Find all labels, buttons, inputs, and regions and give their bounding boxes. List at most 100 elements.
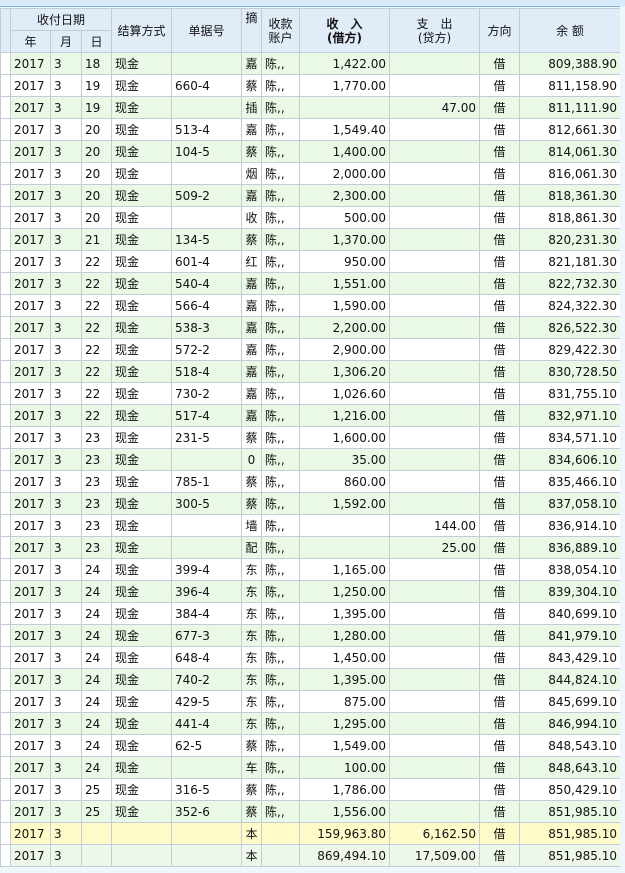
header-settlement[interactable]: 结算方式	[111, 8, 172, 53]
cell-expense[interactable]	[389, 338, 480, 361]
cell-balance[interactable]: 850,429.10	[519, 778, 621, 801]
table-row[interactable]: 2017 3 20 现金 收陈,, 500.00 借 818,861.30	[0, 206, 621, 229]
cell-balance[interactable]: 846,994.10	[519, 712, 621, 735]
cell-summary[interactable]: 蔡	[241, 470, 262, 493]
table-row[interactable]: 2017 3 23 现金 300-5 蔡陈,, 1,592.00 借 837,058.10	[0, 492, 621, 515]
cell-settlement[interactable]: 现金	[111, 162, 172, 185]
table-row[interactable]: 2017 3 24 现金 677-3 东陈,, 1,280.00 借 841,979.10	[0, 624, 621, 647]
cell-direction[interactable]: 借	[479, 646, 520, 669]
cell-expense[interactable]	[389, 734, 480, 757]
cell-income[interactable]: 1,295.00	[299, 712, 390, 735]
cell-day[interactable]: 19	[81, 74, 112, 97]
cell-doc-no[interactable]: 384-4	[171, 602, 242, 625]
table-row[interactable]: 2017 3 20 现金 104-5 蔡陈,, 1,400.00 借 814,061.30	[0, 140, 621, 163]
cell-balance[interactable]: 851,985.10	[519, 800, 621, 823]
row-selector[interactable]	[0, 734, 11, 757]
cell-doc-no[interactable]: 316-5	[171, 778, 242, 801]
cell-expense[interactable]: 25.00	[389, 536, 480, 559]
cell-income[interactable]	[299, 536, 390, 559]
cell-summary[interactable]: 嘉	[241, 184, 262, 207]
cell-balance[interactable]: 838,054.10	[519, 558, 621, 581]
cell-account[interactable]: 陈,,	[261, 448, 300, 471]
cell-year[interactable]: 2017	[10, 96, 51, 119]
cell-year[interactable]: 2017	[10, 580, 51, 603]
cell-year[interactable]: 2017	[10, 492, 51, 515]
cell-settlement[interactable]: 现金	[111, 668, 172, 691]
cell-day[interactable]: 19	[81, 96, 112, 119]
table-row[interactable]: 2017 3 23 现金 785-1 蔡陈,, 860.00 借 835,466.10	[0, 470, 621, 493]
cell-direction[interactable]: 借	[479, 690, 520, 713]
cell-doc-no[interactable]	[171, 514, 242, 537]
cell-summary[interactable]: 蔡	[241, 140, 262, 163]
cell-settlement[interactable]: 现金	[111, 558, 172, 581]
cell-direction[interactable]: 借	[479, 448, 520, 471]
cell-year[interactable]: 2017	[10, 74, 51, 97]
cell-day[interactable]	[81, 844, 112, 867]
cell-settlement[interactable]: 现金	[111, 426, 172, 449]
header-year[interactable]: 年	[10, 30, 51, 53]
cell-doc-no[interactable]: 540-4	[171, 272, 242, 295]
cell-direction[interactable]: 借	[479, 558, 520, 581]
cell-day[interactable]: 23	[81, 426, 112, 449]
cell-direction[interactable]: 借	[479, 492, 520, 515]
cell-year[interactable]: 2017	[10, 624, 51, 647]
cell-expense[interactable]	[389, 778, 480, 801]
cell-expense[interactable]	[389, 800, 480, 823]
cell-balance[interactable]: 848,543.10	[519, 734, 621, 757]
cell-summary[interactable]: 嘉	[241, 338, 262, 361]
cell-settlement[interactable]: 现金	[111, 602, 172, 625]
cell-income[interactable]: 1,592.00	[299, 492, 390, 515]
cell-month[interactable]: 3	[50, 470, 82, 493]
cell-doc-no[interactable]: 396-4	[171, 580, 242, 603]
cell-settlement[interactable]: 现金	[111, 184, 172, 207]
row-selector[interactable]	[0, 778, 11, 801]
cell-expense[interactable]: 17,509.00	[389, 844, 480, 867]
cell-month[interactable]: 3	[50, 360, 82, 383]
header-direction[interactable]: 方向	[479, 8, 520, 53]
cell-account[interactable]: 陈,,	[261, 580, 300, 603]
cell-direction[interactable]: 借	[479, 184, 520, 207]
cell-day[interactable]	[81, 822, 112, 845]
cell-account[interactable]: 陈,,	[261, 294, 300, 317]
cell-year[interactable]: 2017	[10, 822, 51, 845]
cell-month[interactable]: 3	[50, 646, 82, 669]
cell-doc-no[interactable]: 352-6	[171, 800, 242, 823]
cell-income[interactable]: 869,494.10	[299, 844, 390, 867]
cell-balance[interactable]: 837,058.10	[519, 492, 621, 515]
cell-account[interactable]: 陈,,	[261, 558, 300, 581]
cell-direction[interactable]: 借	[479, 822, 520, 845]
cell-doc-no[interactable]: 730-2	[171, 382, 242, 405]
cell-year[interactable]: 2017	[10, 646, 51, 669]
cell-balance[interactable]: 830,728.50	[519, 360, 621, 383]
cell-account[interactable]: 陈,,	[261, 184, 300, 207]
cell-balance[interactable]: 836,914.10	[519, 514, 621, 537]
row-selector[interactable]	[0, 426, 11, 449]
cell-month[interactable]: 3	[50, 514, 82, 537]
cell-balance[interactable]: 826,522.30	[519, 316, 621, 339]
cell-direction[interactable]: 借	[479, 580, 520, 603]
cell-month[interactable]: 3	[50, 734, 82, 757]
row-selector[interactable]	[0, 162, 11, 185]
cell-day[interactable]: 25	[81, 778, 112, 801]
cell-month[interactable]: 3	[50, 602, 82, 625]
cell-balance[interactable]: 832,971.10	[519, 404, 621, 427]
cell-summary[interactable]: 蔡	[241, 74, 262, 97]
cell-settlement[interactable]: 现金	[111, 294, 172, 317]
cell-expense[interactable]	[389, 184, 480, 207]
cell-income[interactable]: 500.00	[299, 206, 390, 229]
cell-income[interactable]: 100.00	[299, 756, 390, 779]
cell-day[interactable]: 20	[81, 184, 112, 207]
cell-expense[interactable]	[389, 228, 480, 251]
cell-settlement[interactable]: 现金	[111, 690, 172, 713]
cell-income[interactable]: 2,000.00	[299, 162, 390, 185]
cell-income[interactable]: 1,370.00	[299, 228, 390, 251]
cell-income[interactable]: 159,963.80	[299, 822, 390, 845]
cell-direction[interactable]: 借	[479, 316, 520, 339]
cell-account[interactable]: 陈,,	[261, 74, 300, 97]
cell-expense[interactable]	[389, 690, 480, 713]
cell-month[interactable]: 3	[50, 558, 82, 581]
cell-income[interactable]: 1,306.20	[299, 360, 390, 383]
cell-income[interactable]: 875.00	[299, 690, 390, 713]
cell-direction[interactable]: 借	[479, 778, 520, 801]
cell-account[interactable]: 陈,,	[261, 756, 300, 779]
